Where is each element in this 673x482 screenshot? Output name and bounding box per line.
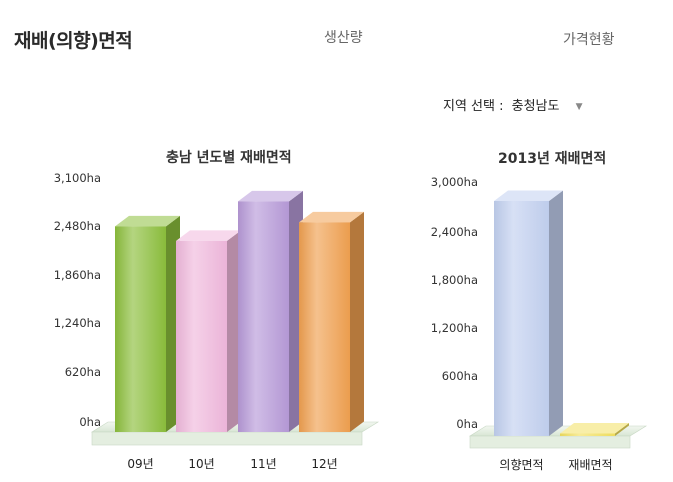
x-tick-label: 의향면적: [499, 458, 543, 472]
bar-12년: [299, 211, 364, 432]
tab-price-status[interactable]: 가격현황: [563, 32, 615, 48]
region-select-value[interactable]: 충청남도: [511, 99, 560, 114]
chart2-2013-area: 0ha 600ha 1,200ha 1,800ha 2,400ha 3,000ha 의향면적…: [431, 175, 648, 472]
chart1-yearly-area: 0ha 620ha 1,240ha 1,860ha 2,480ha 3,100ha 09년 1…: [54, 171, 380, 471]
bar-09년: [115, 215, 180, 432]
x-tick-label: 재배면적: [568, 458, 612, 472]
tab-production[interactable]: 생산량: [324, 30, 363, 46]
bar-재배면적: [560, 423, 629, 436]
y-tick-label: 2,480ha: [54, 219, 101, 233]
bar-10년: [176, 230, 241, 432]
tab-cultivation-area[interactable]: 재배(의향)면적: [14, 30, 133, 52]
bar-의향면적: [494, 190, 563, 436]
y-tick-label: 600ha: [442, 369, 478, 383]
y-tick-label: 0ha: [79, 415, 101, 429]
y-tick-label: 1,860ha: [54, 268, 101, 282]
x-tick-label: 10년: [188, 457, 214, 471]
chart2-title: 2013년 재배면적: [498, 151, 607, 167]
bar-11년: [238, 190, 303, 432]
y-tick-label: 1,240ha: [54, 316, 101, 330]
y-tick-label: 1,200ha: [431, 321, 478, 335]
region-label: 지역 선택 :: [443, 99, 504, 114]
x-tick-label: 09년: [127, 457, 153, 471]
chart-floor-front: [469, 435, 631, 449]
y-tick-label: 3,100ha: [54, 171, 101, 185]
x-tick-label: 11년: [250, 457, 276, 471]
chevron-down-icon[interactable]: ▼: [575, 101, 583, 112]
y-tick-label: 1,800ha: [431, 273, 478, 287]
x-tick-label: 12년: [311, 457, 337, 471]
chart-floor-front: [91, 431, 363, 446]
chart1-title: 충남 년도별 재배면적: [166, 150, 292, 166]
region-selector[interactable]: 지역 선택 : 충청남도 ▼: [443, 95, 583, 114]
y-tick-label: 2,400ha: [431, 225, 478, 239]
y-tick-label: 3,000ha: [431, 175, 478, 189]
y-tick-label: 0ha: [456, 417, 478, 431]
y-tick-label: 620ha: [65, 365, 101, 379]
